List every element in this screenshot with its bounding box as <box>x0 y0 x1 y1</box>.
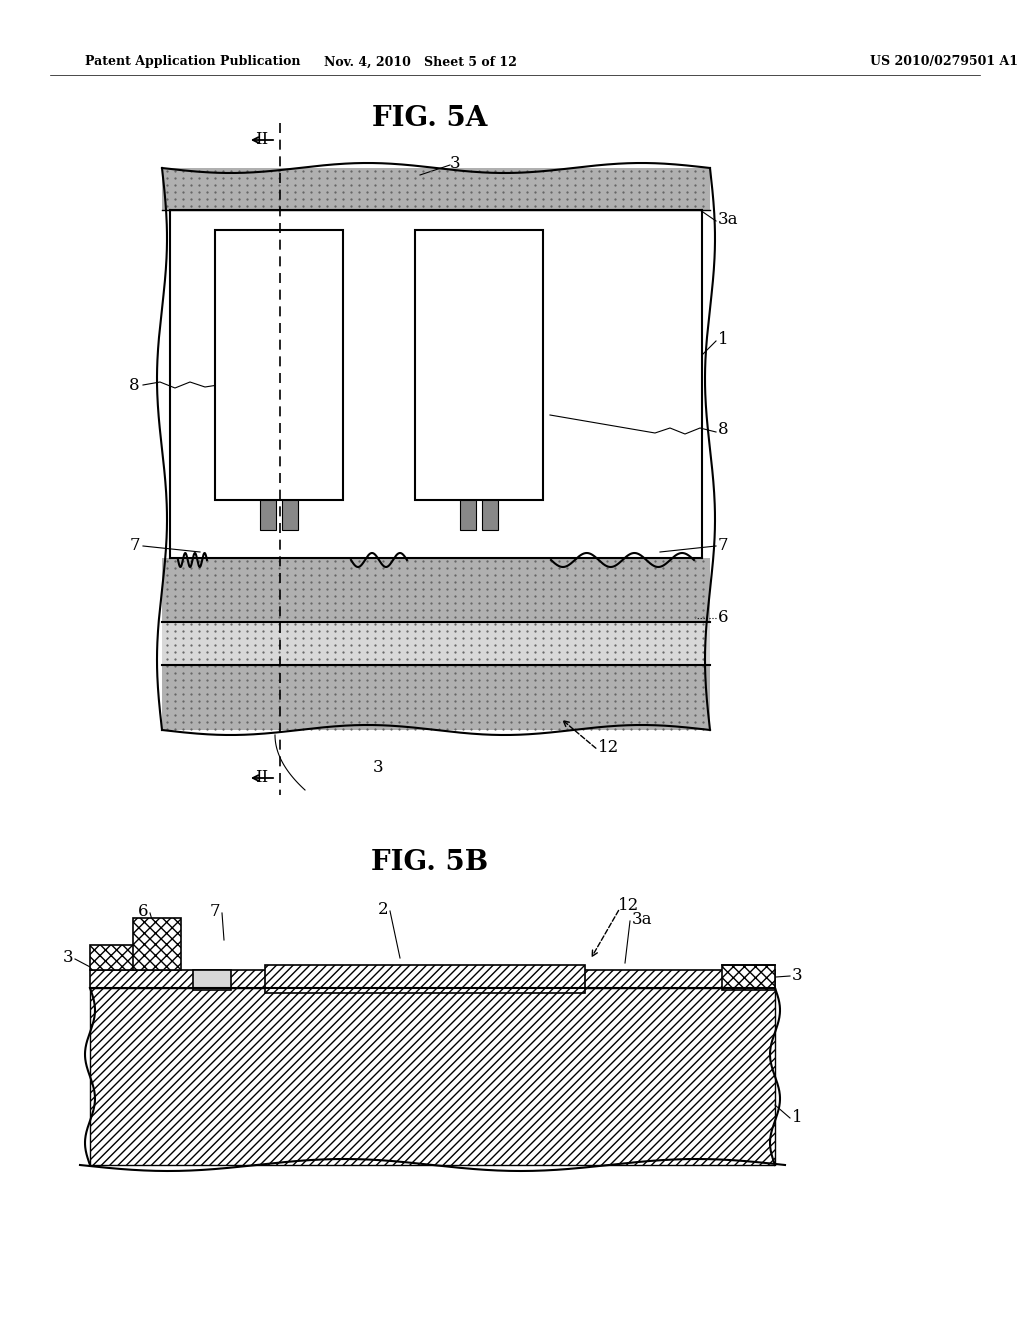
Bar <box>162 622 710 665</box>
Text: 6: 6 <box>137 903 148 920</box>
Text: 6: 6 <box>718 610 728 627</box>
Bar <box>482 500 498 531</box>
Text: 7: 7 <box>209 903 220 920</box>
Text: 3: 3 <box>62 949 73 966</box>
Text: 1: 1 <box>718 331 729 348</box>
Text: 3: 3 <box>373 759 383 776</box>
Text: 7: 7 <box>129 536 140 553</box>
Text: Patent Application Publication: Patent Application Publication <box>85 55 300 69</box>
Bar <box>133 917 181 970</box>
Bar <box>170 210 702 558</box>
Bar <box>162 665 710 730</box>
Bar <box>265 965 585 993</box>
Text: FIG. 5A: FIG. 5A <box>373 104 487 132</box>
Text: 8: 8 <box>129 376 140 393</box>
Bar <box>282 500 298 531</box>
Bar <box>90 970 775 987</box>
Bar <box>460 500 476 531</box>
Text: FIG. 5B: FIG. 5B <box>372 849 488 875</box>
Text: US 2010/0279501 A1: US 2010/0279501 A1 <box>870 55 1018 69</box>
Bar <box>90 987 775 1166</box>
Bar <box>215 230 343 500</box>
Bar <box>90 945 142 970</box>
Text: II: II <box>255 770 268 787</box>
Bar <box>162 168 710 210</box>
Bar <box>722 965 775 990</box>
Text: 1: 1 <box>792 1110 803 1126</box>
Bar <box>415 230 543 500</box>
Bar <box>90 987 775 1166</box>
Text: 7: 7 <box>718 536 729 553</box>
Text: 12: 12 <box>618 898 639 915</box>
Bar <box>162 558 710 622</box>
Text: 3: 3 <box>792 966 803 983</box>
Text: Nov. 4, 2010   Sheet 5 of 12: Nov. 4, 2010 Sheet 5 of 12 <box>324 55 516 69</box>
Text: 8: 8 <box>718 421 729 438</box>
Text: 3: 3 <box>450 154 461 172</box>
Bar <box>260 500 276 531</box>
Text: 3a: 3a <box>718 211 738 228</box>
Text: 2: 2 <box>378 902 388 919</box>
Bar <box>193 970 231 990</box>
Text: 12: 12 <box>598 739 620 756</box>
Text: 3a: 3a <box>632 912 652 928</box>
Text: II: II <box>255 132 268 149</box>
